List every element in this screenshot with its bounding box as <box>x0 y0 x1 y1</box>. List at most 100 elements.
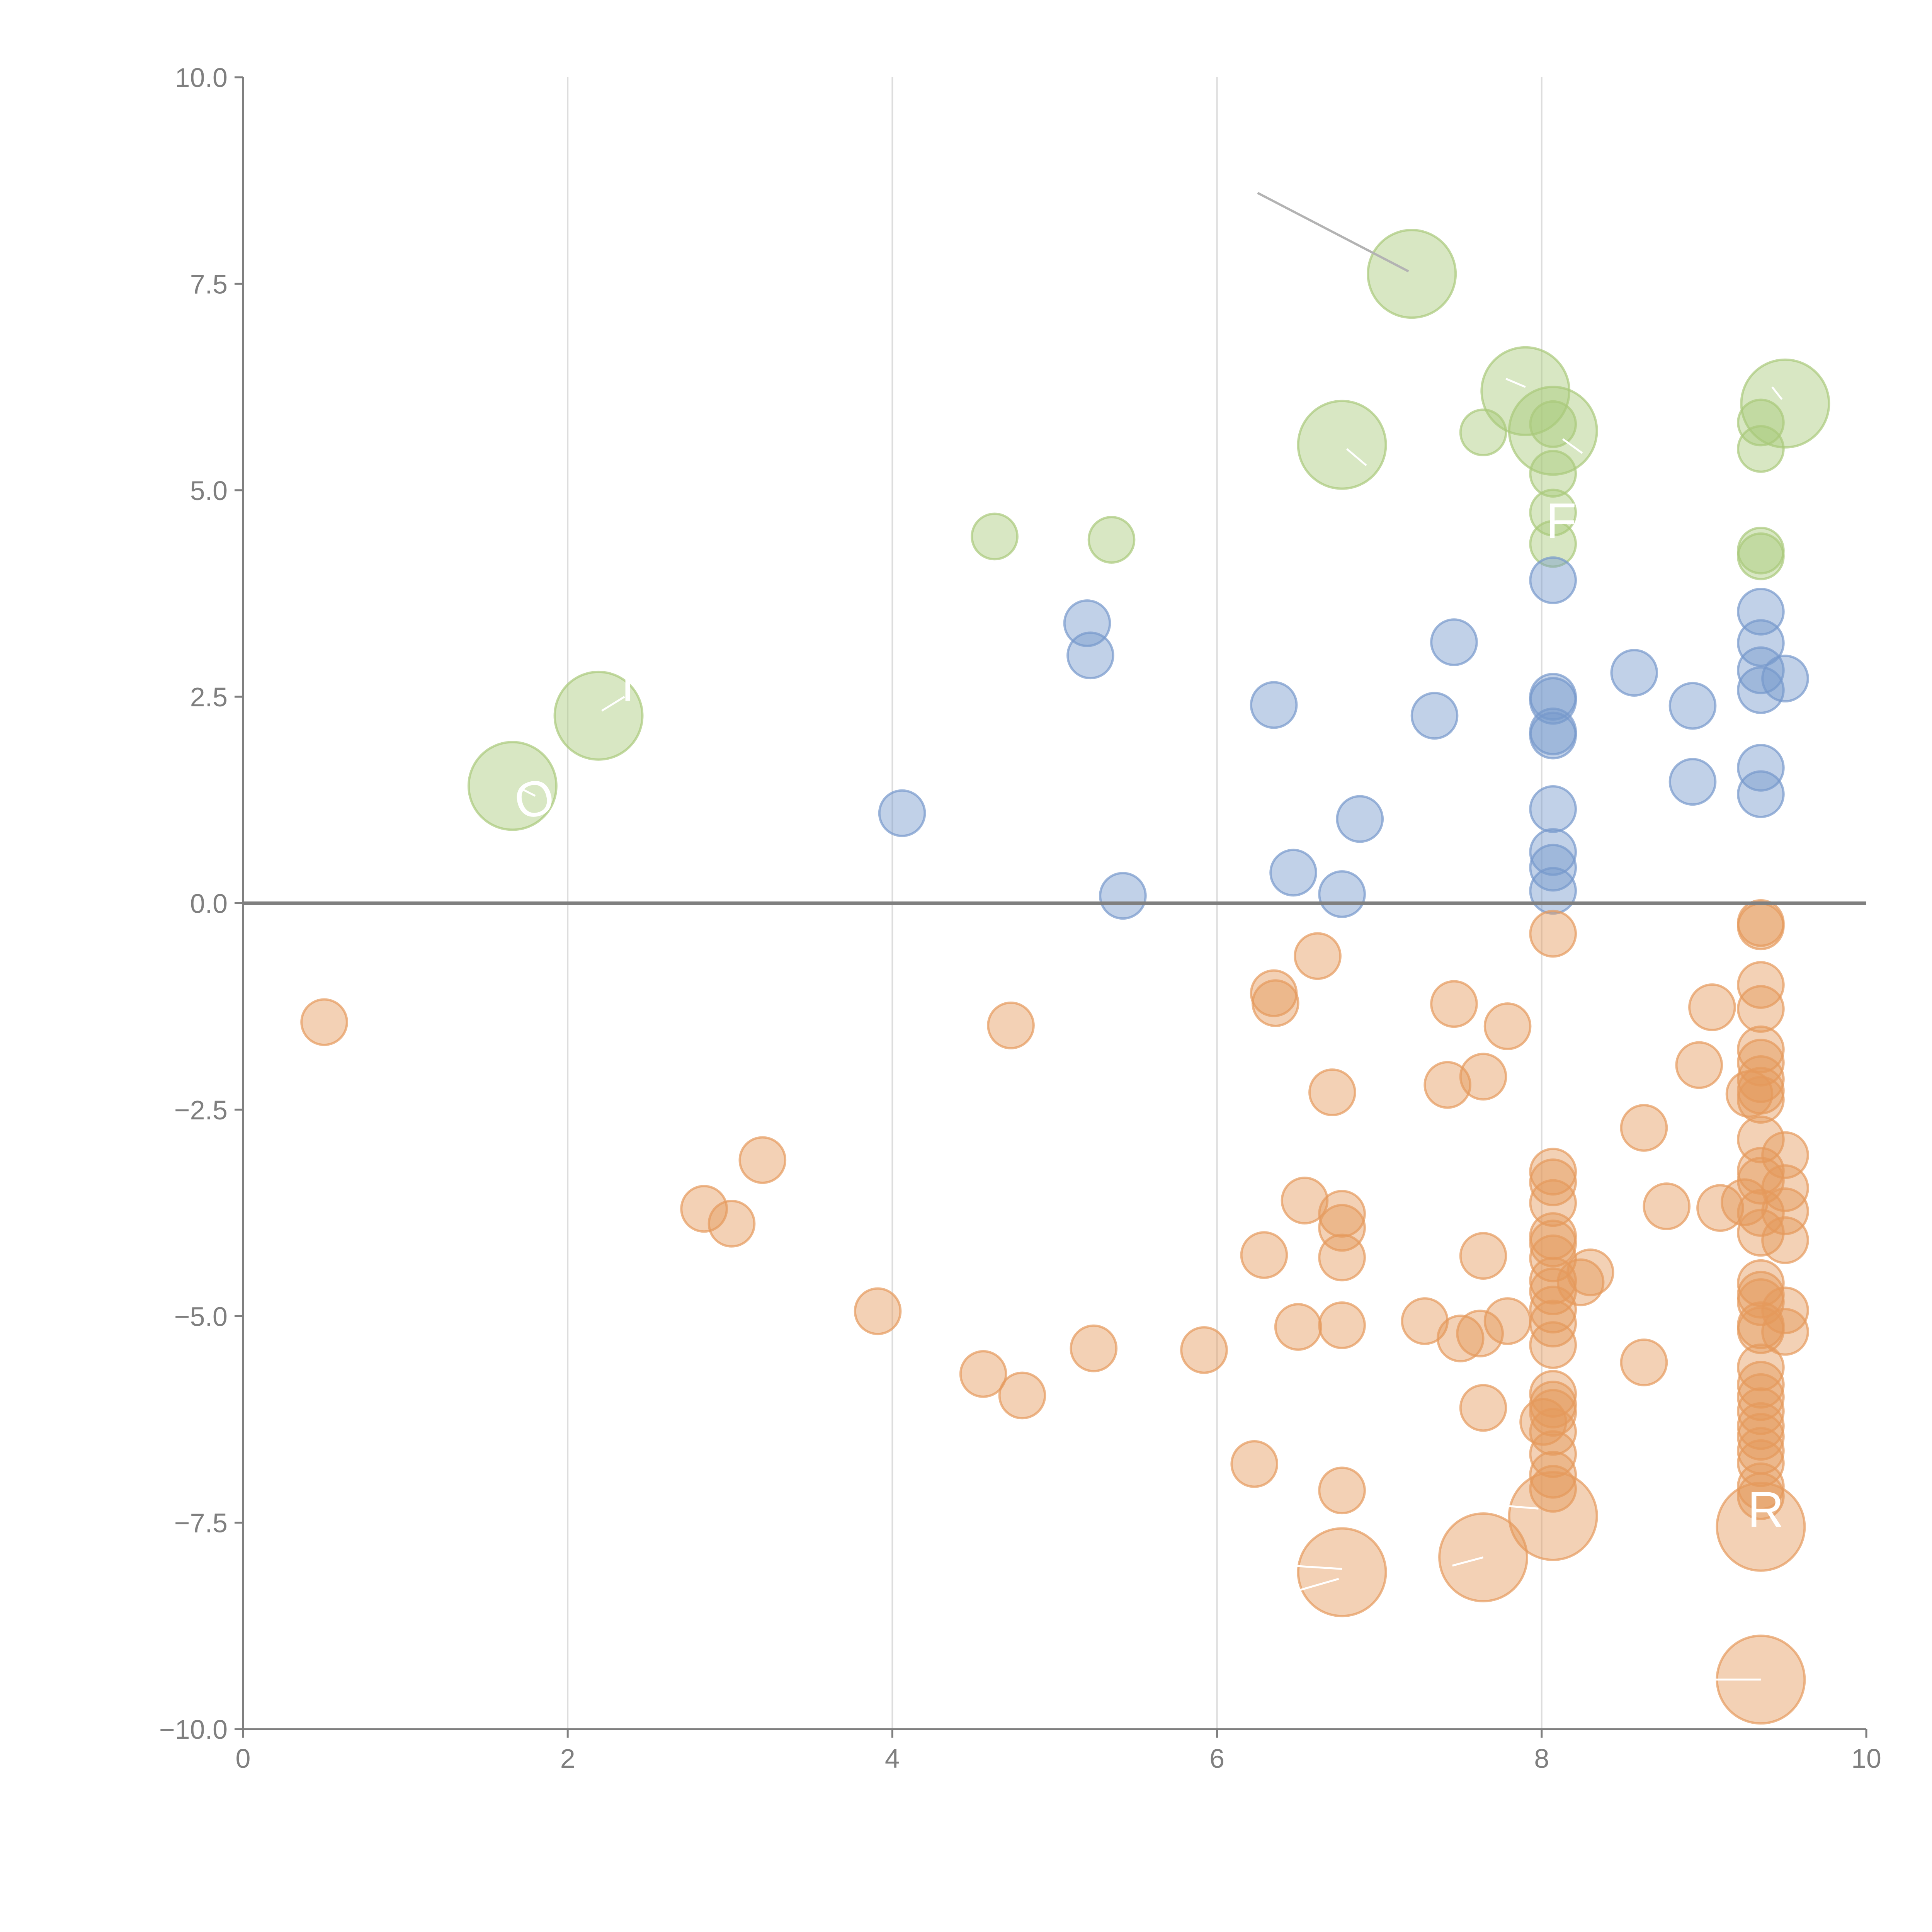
green-bubble <box>1297 400 1387 490</box>
orange-bubble <box>1737 1373 1785 1421</box>
orange-bubble <box>738 1136 787 1184</box>
orange-bubble <box>1556 1258 1605 1306</box>
green-bubble <box>1737 425 1785 473</box>
blue-bubble <box>1737 770 1785 818</box>
orange-bubble <box>998 1371 1046 1420</box>
y-tick-label: 5.0 <box>190 476 228 506</box>
orange-bubble <box>854 1287 902 1335</box>
callout-line <box>1289 1578 1339 1594</box>
orange-bubble <box>1643 1182 1691 1230</box>
blue-bubble <box>1066 631 1114 680</box>
green-bubble <box>1087 516 1136 564</box>
orange-bubble <box>1737 985 1785 1033</box>
green-bubble <box>1737 532 1785 580</box>
orange-bubble <box>1737 1306 1785 1354</box>
orange-bubble <box>1230 1440 1279 1488</box>
orange-bubble <box>1761 1216 1809 1264</box>
orange-bubble <box>1696 1184 1744 1232</box>
blue-bubble <box>1250 681 1298 729</box>
callout-line <box>1562 438 1583 454</box>
y-tick-label: −2.5 <box>174 1095 228 1125</box>
orange-bubble <box>1529 1451 1577 1499</box>
x-tick-label: 8 <box>1534 1743 1549 1774</box>
orange-bubble <box>1297 1527 1387 1617</box>
orange-bubble <box>1529 1257 1577 1305</box>
blue-bubble <box>1318 870 1366 918</box>
green-bubble <box>1529 400 1577 448</box>
orange-bubble <box>1737 1387 1785 1435</box>
orange-bubble <box>1761 1131 1809 1179</box>
blue-bubble <box>1336 795 1384 843</box>
green-bubble <box>1459 408 1507 456</box>
orange-bubble <box>1737 1259 1785 1307</box>
y-tick-label: 7.5 <box>190 269 228 299</box>
orange-bubble <box>1459 1053 1507 1101</box>
orange-bubble <box>1274 1303 1322 1351</box>
axis-ticks: 0 2 4 6 8 10 10.0 7.5 5.0 2.5 0.0 −2.5 −5.0 −7.5 −10.0 <box>159 63 1881 1774</box>
orange-bubble <box>1529 1179 1577 1227</box>
orange-bubble <box>1737 1402 1785 1450</box>
orange-bubble <box>1294 932 1342 980</box>
orange-bubble <box>1620 1104 1668 1152</box>
x-tick-label: 0 <box>236 1743 251 1774</box>
x-tick-label: 2 <box>560 1743 575 1774</box>
callout-line <box>1290 1565 1342 1570</box>
orange-bubble <box>1483 1002 1532 1050</box>
y-tick-label: −10.0 <box>159 1714 228 1745</box>
orange-bubble <box>1737 1189 1785 1237</box>
green-bubble <box>1367 229 1457 319</box>
bubble-label: F <box>1546 493 1577 549</box>
blue-bubble <box>1668 682 1717 730</box>
blue-bubble <box>1737 744 1785 792</box>
orange-bubble <box>1483 1297 1532 1345</box>
orange-bubble <box>1675 1041 1723 1089</box>
x-tick-label: 4 <box>885 1743 900 1774</box>
blue-bubble <box>1610 649 1658 697</box>
green-bubble <box>1508 386 1598 476</box>
callout-line <box>1346 448 1367 466</box>
callout-line <box>1771 386 1783 400</box>
blue-bubble <box>1668 758 1717 806</box>
blue-bubble <box>1529 785 1577 833</box>
orange-bubble <box>1508 1471 1598 1561</box>
callout-line <box>522 788 536 797</box>
orange-bubble <box>1281 1177 1329 1225</box>
green-bubble <box>1529 450 1577 498</box>
orange-bubble <box>1318 1233 1366 1282</box>
orange-bubble <box>1529 1158 1577 1206</box>
blue-bubble <box>1761 655 1809 702</box>
blue-bubble <box>1099 872 1147 920</box>
orange-bubble <box>1308 1068 1356 1116</box>
orange-bubble <box>1737 1055 1785 1103</box>
blue-bubble <box>878 789 926 837</box>
orange-bubble <box>1737 1413 1785 1461</box>
y-tick-label: −5.0 <box>174 1301 228 1332</box>
orange-bubble <box>1620 1338 1668 1386</box>
orange-bubble <box>987 1002 1035 1049</box>
green-bubble <box>467 741 558 831</box>
orange-bubble <box>1318 1204 1366 1252</box>
bubbles <box>300 229 1830 1725</box>
orange-bubble <box>1737 1147 1785 1195</box>
y-tick-label: 10.0 <box>175 63 228 93</box>
blue-bubble <box>1269 849 1317 897</box>
x-tick-label: 6 <box>1209 1743 1225 1774</box>
orange-bubble <box>1737 1039 1785 1087</box>
orange-bubble <box>1761 1286 1809 1335</box>
y-tick-label: −7.5 <box>174 1508 228 1538</box>
blue-bubble <box>1529 556 1577 604</box>
orange-bubble <box>1737 961 1785 1009</box>
orange-bubble <box>1318 1301 1366 1349</box>
y-tick-label: 0.0 <box>190 889 228 919</box>
orange-bubble <box>1761 1308 1809 1356</box>
blue-bubble <box>1410 692 1459 740</box>
orange-bubble <box>1529 1430 1577 1478</box>
orange-bubble <box>680 1185 728 1233</box>
blue-bubble <box>1737 619 1785 667</box>
orange-bubble <box>1180 1326 1228 1374</box>
orange-bubble <box>1430 980 1478 1028</box>
bubble-label: R <box>1748 1481 1784 1537</box>
orange-bubble <box>1252 979 1299 1027</box>
orange-bubble <box>1737 1026 1785 1073</box>
